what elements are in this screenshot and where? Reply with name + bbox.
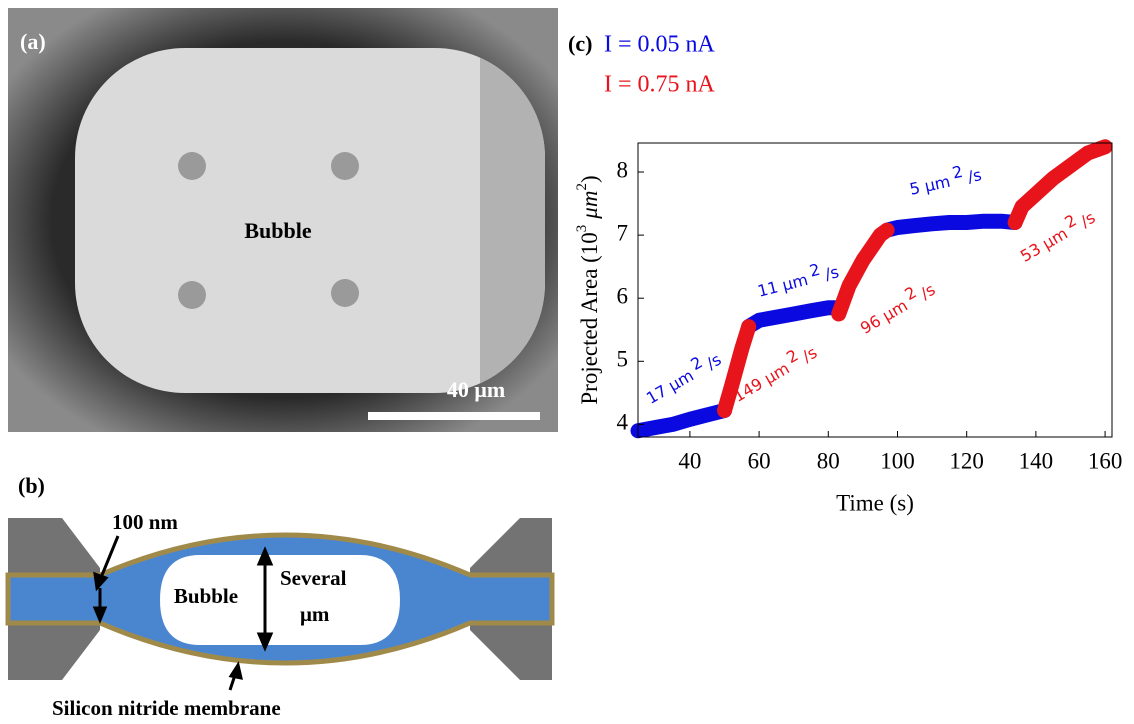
x-tick-label: 60 bbox=[748, 448, 771, 473]
post bbox=[178, 281, 206, 309]
rate-tail: /s bbox=[823, 262, 841, 284]
legend-entry: I = 0.75 nA bbox=[604, 72, 716, 98]
label-text: Projected Area (10 bbox=[577, 232, 602, 404]
x-tick-label: 100 bbox=[880, 448, 915, 473]
y-tick-label: 7 bbox=[617, 220, 629, 245]
panel-label: (c) bbox=[568, 31, 592, 56]
membrane-label: Silicon nitride membrane bbox=[52, 696, 281, 720]
data-line bbox=[638, 221, 1015, 431]
y-tick-label: 4 bbox=[617, 410, 629, 435]
x-tick-label: 140 bbox=[1019, 448, 1054, 473]
rate-tail: /s bbox=[799, 342, 820, 365]
bubble-label: Bubble bbox=[174, 584, 238, 608]
rate-exp: 2 bbox=[807, 259, 821, 280]
height-label: Several bbox=[280, 566, 347, 590]
rate-tail: /s bbox=[703, 349, 724, 372]
x-tick-label: 40 bbox=[678, 448, 701, 473]
rate-annotation: 11 μm2/s bbox=[754, 255, 841, 300]
rate-value: 17 μm bbox=[643, 365, 697, 407]
rate-value: 11 μm bbox=[755, 269, 809, 300]
x-tick-label: 120 bbox=[949, 448, 984, 473]
bubble-label: Bubble bbox=[244, 218, 311, 243]
y-tick-label: 6 bbox=[617, 283, 629, 308]
y-axis-label: Projected Area (103 μm2) bbox=[574, 175, 602, 404]
rate-tail: /s bbox=[917, 279, 938, 302]
panel-a: 40 μm (a) Bubble bbox=[8, 8, 560, 432]
panel-label: (a) bbox=[20, 29, 46, 54]
x-tick-label: 160 bbox=[1088, 448, 1123, 473]
rate-tail: /s bbox=[1077, 207, 1098, 230]
post bbox=[331, 279, 359, 307]
thickness-label: 100 nm bbox=[112, 510, 178, 534]
x-tick-label: 80 bbox=[817, 448, 840, 473]
rate-exp: 2 bbox=[950, 161, 964, 182]
label-unit: μm bbox=[577, 191, 602, 220]
post bbox=[331, 152, 359, 180]
rate-value: 96 μm bbox=[857, 295, 911, 337]
rate-value: 53 μm bbox=[1017, 223, 1071, 265]
y-tick-label: 8 bbox=[617, 157, 629, 182]
post bbox=[178, 152, 206, 180]
x-axis-label: Time (s) bbox=[836, 490, 914, 515]
label-text: ) bbox=[577, 175, 602, 183]
rate-annotation: 96 μm2/s bbox=[853, 273, 938, 337]
rate-annotation: 17 μm2/s bbox=[639, 343, 724, 407]
panel-label: (b) bbox=[18, 473, 45, 498]
label-exp: 3 bbox=[574, 225, 590, 233]
scale-label: 40 μm bbox=[447, 377, 505, 402]
rate-tail: /s bbox=[966, 165, 983, 186]
label-exp: 2 bbox=[574, 183, 590, 191]
rate-annotation: 5 μm2/s bbox=[906, 158, 983, 199]
figure: 40 μm (a) Bubble (b) 100 nm Bubble Sever… bbox=[0, 0, 1134, 724]
rate-value: 5 μm bbox=[908, 171, 952, 198]
panel-b: (b) 100 nm Bubble Several μm Silicon nit… bbox=[8, 473, 552, 720]
scale-bar bbox=[368, 412, 540, 420]
height-label: μm bbox=[300, 602, 330, 626]
panel-c: (c) Time (s) 40 60 80 100 120 140 160 4 5 6 7 8 Proj… bbox=[568, 31, 1122, 515]
y-tick-label: 5 bbox=[617, 347, 629, 372]
legend-entry: I = 0.05 nA bbox=[604, 32, 716, 58]
